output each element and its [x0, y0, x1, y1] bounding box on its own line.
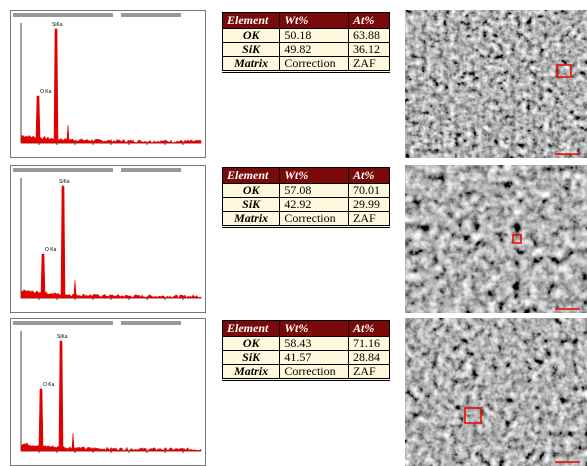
table-cell: 36.12: [348, 42, 390, 57]
spectrum: O Ka SiKa: [10, 10, 206, 158]
header-bar: [13, 321, 113, 325]
peak-label: O Ka: [43, 382, 55, 388]
header-bar: [121, 13, 181, 17]
table-cell: ZAF: [348, 364, 390, 380]
table-cell: 57.08: [279, 183, 349, 198]
table-cell: SiK: [221, 197, 281, 212]
table-row: SiK 49.82 36.12: [221, 42, 390, 57]
spectrum-trace: [20, 340, 202, 452]
header-bar: [121, 321, 181, 325]
spectrum-plot: O Ka SiKa: [13, 13, 202, 145]
header-cell: Element: [221, 167, 281, 184]
selection-box: [512, 234, 522, 244]
selection-box: [556, 64, 572, 78]
table-cell: OK: [221, 336, 281, 351]
table-cell: 58.43: [279, 336, 349, 351]
header-cell: Wt%: [279, 320, 349, 337]
table-cell: Matrix: [221, 364, 281, 380]
spectrum: O Ka SiKa: [10, 165, 206, 313]
table-cell: 42.92: [279, 197, 349, 212]
eds-table: Element Wt% At% OK 57.08 70.01 SiK 42.92 29.99 Ma…: [221, 167, 390, 228]
table-row: Matrix Correction ZAF: [221, 56, 390, 72]
table-cell: 50.18: [279, 28, 349, 43]
eds-table: Element Wt% At% OK 50.18 63.88 SiK 49.82 36.12 Ma…: [221, 12, 390, 73]
spectrum-plot: O Ka SiKa: [13, 168, 202, 300]
table-cell: 49.82: [279, 42, 349, 57]
table-cell: OK: [221, 28, 281, 43]
peak-label: SiKa: [52, 22, 63, 28]
peak-label: SiKa: [57, 334, 68, 340]
sem-texture: [405, 10, 587, 158]
table-row: Matrix Correction ZAF: [221, 364, 390, 380]
header-cell: At%: [348, 167, 390, 184]
header-bar: [13, 13, 113, 17]
table-cell: 71.16: [348, 336, 390, 351]
spectrum: O Ka SiKa: [10, 318, 206, 466]
header-cell: At%: [348, 12, 390, 29]
table-cell: 63.88: [348, 28, 390, 43]
table-cell: Matrix: [221, 56, 281, 72]
page: O Ka SiKa Element Wt% At% OK 50.18 63.88 SiK 49.8…: [10, 10, 587, 466]
sem-texture: [405, 318, 587, 466]
table-cell: 70.01: [348, 183, 390, 198]
table-cell: ZAF: [348, 211, 390, 227]
header-bar: [121, 168, 181, 172]
peak-label: O Ka: [45, 247, 57, 253]
table-cell: Correction: [279, 56, 349, 72]
sem-image: [405, 318, 587, 466]
table-row: SiK 41.57 28.84: [221, 350, 390, 365]
table-cell: 29.99: [348, 197, 390, 212]
eds-table: Element Wt% At% OK 58.43 71.16 SiK 41.57 28.84 Ma…: [221, 320, 390, 381]
table-cell: SiK: [221, 350, 281, 365]
header-cell: Element: [221, 320, 281, 337]
header-cell: At%: [348, 320, 390, 337]
spectrum-trace: [20, 28, 202, 144]
header-cell: Wt%: [279, 167, 349, 184]
table-cell: OK: [221, 183, 281, 198]
table-row: OK 50.18 63.88: [221, 28, 390, 43]
selection-box: [464, 407, 482, 424]
table-cell: ZAF: [348, 56, 390, 72]
header-cell: Element: [221, 12, 281, 29]
peak-label: O Ka: [40, 89, 52, 95]
sem-image: [405, 165, 587, 313]
spectrum-plot: O Ka SiKa: [13, 321, 202, 453]
header-row: Element Wt% At%: [221, 12, 390, 29]
header-row: Element Wt% At%: [221, 167, 390, 184]
sem-texture: [405, 165, 587, 313]
peak-label: SiKa: [59, 179, 70, 185]
header-bar: [13, 168, 113, 172]
sem-image: [405, 10, 587, 158]
table-cell: SiK: [221, 42, 281, 57]
table-cell: Correction: [279, 364, 349, 380]
table-cell: Correction: [279, 211, 349, 227]
table-cell: Matrix: [221, 211, 281, 227]
table-row: OK 57.08 70.01: [221, 183, 390, 198]
spectrum-trace: [20, 185, 202, 299]
table-row: SiK 42.92 29.99: [221, 197, 390, 212]
header-cell: Wt%: [279, 12, 349, 29]
header-row: Element Wt% At%: [221, 320, 390, 337]
table-row: Matrix Correction ZAF: [221, 211, 390, 227]
table-cell: 28.84: [348, 350, 390, 365]
table-row: OK 58.43 71.16: [221, 336, 390, 351]
table-cell: 41.57: [279, 350, 349, 365]
